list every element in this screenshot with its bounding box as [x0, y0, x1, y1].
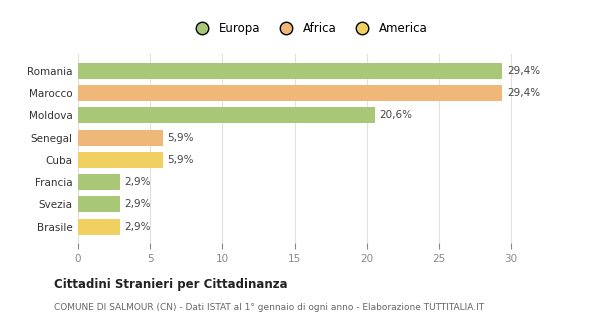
Bar: [78, 219, 120, 235]
Text: 5,9%: 5,9%: [167, 133, 194, 143]
Text: Cittadini Stranieri per Cittadinanza: Cittadini Stranieri per Cittadinanza: [54, 278, 287, 291]
Text: COMUNE DI SALMOUR (CN) - Dati ISTAT al 1° gennaio di ogni anno - Elaborazione TU: COMUNE DI SALMOUR (CN) - Dati ISTAT al 1…: [54, 303, 484, 312]
Text: 2,9%: 2,9%: [124, 222, 151, 232]
Text: 5,9%: 5,9%: [167, 155, 194, 165]
Bar: [78, 108, 376, 124]
Text: 29,4%: 29,4%: [507, 88, 540, 98]
Text: 2,9%: 2,9%: [124, 199, 151, 209]
Bar: [78, 85, 502, 101]
Bar: [78, 152, 163, 168]
Bar: [78, 130, 163, 146]
Text: 2,9%: 2,9%: [124, 177, 151, 187]
Bar: [78, 196, 120, 212]
Text: 29,4%: 29,4%: [507, 66, 540, 76]
Text: 20,6%: 20,6%: [380, 110, 413, 120]
Legend: Europa, Africa, America: Europa, Africa, America: [187, 19, 431, 39]
Bar: [78, 63, 502, 79]
Bar: [78, 174, 120, 190]
